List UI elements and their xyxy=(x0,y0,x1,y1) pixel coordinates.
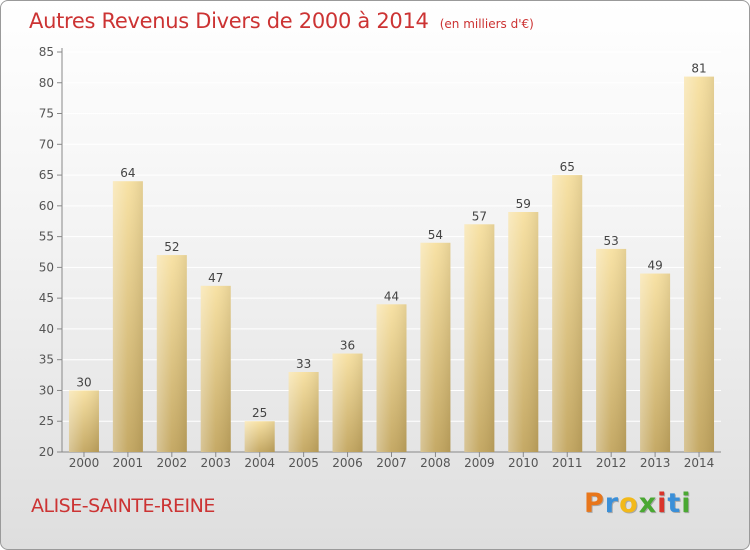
data-label: 49 xyxy=(647,259,662,273)
bar-shade xyxy=(552,175,583,453)
bar-shade xyxy=(332,353,363,452)
bar-shade xyxy=(508,212,539,452)
x-tick-label: 2003 xyxy=(200,456,231,470)
data-label: 44 xyxy=(384,289,399,303)
bar-shade xyxy=(68,390,99,452)
data-label: 81 xyxy=(691,62,706,76)
y-tick-label: 85 xyxy=(39,45,54,59)
logo-letter: P xyxy=(584,488,605,519)
y-tick-label: 65 xyxy=(39,168,54,182)
y-tick-label: 70 xyxy=(39,137,54,151)
data-label: 64 xyxy=(120,166,135,180)
data-label: 53 xyxy=(604,234,619,248)
y-tick-label: 25 xyxy=(39,414,54,428)
data-label: 30 xyxy=(76,375,91,389)
data-label: 36 xyxy=(340,339,355,353)
x-tick-label: 2004 xyxy=(244,456,275,470)
y-tick-label: 30 xyxy=(39,383,54,397)
bar-shade xyxy=(112,181,143,452)
bar-shade xyxy=(288,372,319,452)
y-tick-label: 20 xyxy=(39,445,54,459)
y-tick-label: 35 xyxy=(39,353,54,367)
x-tick-label: 2009 xyxy=(464,456,495,470)
y-tick-label: 80 xyxy=(39,76,54,90)
y-tick-label: 50 xyxy=(39,260,54,274)
x-tick-label: 2001 xyxy=(113,456,144,470)
logo-letter: o xyxy=(619,488,639,519)
data-label: 57 xyxy=(472,209,487,223)
x-tick-label: 2012 xyxy=(596,456,627,470)
bar-shade xyxy=(376,304,407,452)
bar-shade xyxy=(640,273,671,452)
x-tick-label: 2013 xyxy=(640,456,671,470)
logo-letter: r xyxy=(604,488,620,519)
chart-title-main: Autres Revenus Divers de 2000 à 2014 xyxy=(29,9,429,33)
x-tick-label: 2002 xyxy=(157,456,188,470)
bar-shade xyxy=(684,76,715,452)
y-tick-label: 60 xyxy=(39,199,54,213)
data-label: 65 xyxy=(560,160,575,174)
bar-shade xyxy=(596,248,627,452)
x-tick-label: 2006 xyxy=(332,456,363,470)
logo-letter: t xyxy=(667,488,682,519)
logo-letter: i xyxy=(681,488,692,519)
location-label: ALISE-SAINTE-REINE xyxy=(31,495,215,517)
bar-shade xyxy=(244,421,275,452)
x-tick-label: 2008 xyxy=(420,456,451,470)
bar-shade xyxy=(200,285,231,452)
logo-letter: i xyxy=(657,488,668,519)
data-label: 25 xyxy=(252,406,267,420)
data-label: 52 xyxy=(164,240,179,254)
chart-title: Autres Revenus Divers de 2000 à 2014 (en… xyxy=(29,9,534,33)
data-label: 47 xyxy=(208,271,223,285)
logo-letter: x xyxy=(638,488,658,519)
bar-shade xyxy=(156,255,187,452)
x-tick-label: 2000 xyxy=(69,456,100,470)
x-tick-label: 2010 xyxy=(508,456,539,470)
y-tick-label: 75 xyxy=(39,107,54,121)
data-label: 54 xyxy=(428,228,443,242)
x-tick-label: 2005 xyxy=(288,456,319,470)
proxiti-logo: Proxiti xyxy=(584,488,692,519)
x-tick-label: 2014 xyxy=(684,456,715,470)
chart-subtitle: (en milliers d'€) xyxy=(439,17,534,31)
y-tick-label: 45 xyxy=(39,291,54,305)
data-label: 33 xyxy=(296,357,311,371)
bar-shade xyxy=(464,224,495,452)
y-tick-label: 40 xyxy=(39,322,54,336)
x-tick-label: 2007 xyxy=(376,456,407,470)
y-tick-label: 55 xyxy=(39,230,54,244)
data-label: 59 xyxy=(516,197,531,211)
bar-shade xyxy=(420,242,451,452)
x-tick-label: 2011 xyxy=(552,456,583,470)
